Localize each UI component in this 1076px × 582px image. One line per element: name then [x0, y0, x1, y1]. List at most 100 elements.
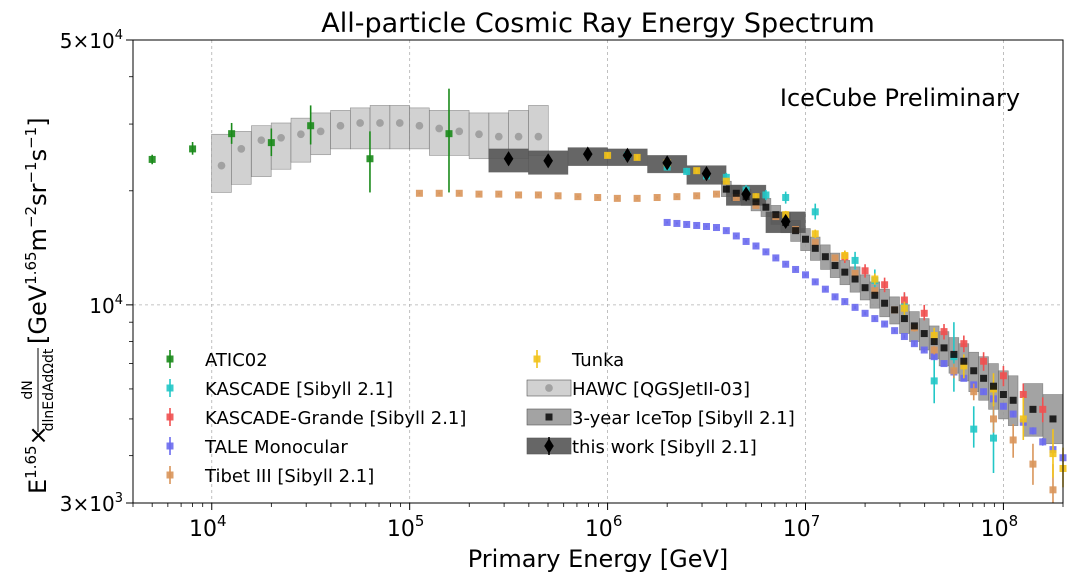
- hawc-qgsjetii-03-point: [455, 127, 464, 136]
- tibet-iii-sibyll-2-1-point: [1049, 486, 1057, 494]
- y-axis-label: E1.65× dN dlnEdAdΩdt [GeV1.65m−2sr−1s−1]: [20, 117, 57, 494]
- y-label-unit-open: [GeV: [24, 284, 52, 344]
- tunka-point: [1019, 415, 1027, 423]
- legend-swatch-marker: [166, 413, 174, 421]
- this-work-sibyll-2-1-point: [503, 151, 514, 167]
- y-label-times: ×: [24, 425, 52, 445]
- x-tick-label-exp: 8: [1009, 512, 1019, 530]
- kascade-sibyll-2-1-point: [722, 173, 730, 181]
- legend-swatch-marker: [533, 355, 541, 363]
- tale-monocular-point: [831, 293, 839, 301]
- 3-year-icetop-sibyll-2-1-point: [881, 299, 889, 307]
- x-tick-label-exp: 5: [415, 512, 425, 530]
- legend-entry-kascade-sibyll-2-1: KASCADE [Sibyll 2.1]: [166, 379, 393, 400]
- tale-monocular-point: [663, 218, 671, 226]
- tale-monocular-point: [871, 315, 879, 323]
- tunka-point: [722, 177, 730, 185]
- hawc-qgsjetii-03-point: [217, 161, 226, 170]
- hawc-qgsjetii-03-sys-box: [369, 105, 391, 150]
- this-work-sibyll-2-1-point: [662, 155, 672, 171]
- tibet-iii-sibyll-2-1-point: [455, 189, 463, 197]
- atic02-point: [366, 155, 374, 163]
- kascade-sibyll-2-1-point: [851, 256, 859, 264]
- 3-year-icetop-sibyll-2-1-point: [841, 268, 849, 276]
- 3-year-icetop-sibyll-2-1-point: [891, 306, 899, 314]
- x-tick-label: 106: [585, 512, 623, 542]
- legend-swatch-marker: [545, 384, 553, 392]
- tale-monocular-point: [772, 254, 780, 262]
- x-axis-label: Primary Energy [GeV]: [468, 545, 729, 573]
- tale-monocular-point: [1009, 410, 1017, 418]
- tibet-iii-sibyll-2-1-point: [851, 269, 859, 277]
- tunka-point: [693, 167, 701, 175]
- x-tick-label-base: 10: [981, 517, 1009, 542]
- x-tick-label-base: 10: [783, 517, 811, 542]
- hawc-qgsjetii-03-point: [435, 124, 444, 133]
- tibet-iii-sibyll-2-1-point: [574, 193, 582, 201]
- x-tick-label: 105: [387, 512, 425, 542]
- hawc-qgsjetii-03-sys-box: [330, 110, 351, 150]
- y-tick-label: 5×104: [60, 28, 123, 53]
- 3-year-icetop-sibyll-2-1-point: [831, 262, 839, 270]
- plot-frame: [132, 39, 1064, 504]
- tibet-iii-sibyll-2-1-point: [673, 193, 681, 201]
- tibet-iii-sibyll-2-1-point: [712, 190, 720, 198]
- this-work-sibyll-2-1-point: [582, 146, 593, 162]
- y-label-unit-sr: sr: [24, 183, 52, 206]
- kascade-grande-sibyll-2-1-point: [920, 309, 928, 317]
- tibet-iii-sibyll-2-1-point: [811, 239, 819, 247]
- legend-entry-tibet-iii-sibyll-2-1: Tibet III [Sibyll 2.1]: [166, 466, 374, 487]
- tibet-iii-sibyll-2-1-point: [495, 190, 503, 198]
- 3-year-icetop-sibyll-2-1-point: [722, 185, 730, 193]
- kascade-grande-sibyll-2-1-point: [900, 296, 908, 304]
- tibet-iii-sibyll-2-1-point: [613, 194, 621, 202]
- tibet-iii-sibyll-2-1-point: [970, 388, 978, 396]
- 3-year-icetop-sibyll-2-1-point: [802, 235, 810, 243]
- y-label-e-text: E: [24, 479, 52, 494]
- tunka-point: [604, 151, 612, 159]
- y-tick-label: 104: [89, 293, 123, 318]
- kascade-sibyll-2-1-point: [683, 167, 691, 175]
- tibet-iii-sibyll-2-1-point: [732, 194, 740, 202]
- tale-monocular-point: [752, 242, 760, 250]
- legend-swatch-marker: [166, 355, 174, 363]
- y-label-unit-m: m: [24, 228, 52, 251]
- kascade-sibyll-2-1-point: [811, 208, 819, 216]
- hawc-qgsjetii-03-point: [237, 145, 246, 153]
- 3-year-icetop-sibyll-2-1-point: [999, 391, 1007, 399]
- this-work-sibyll-2-1-point: [780, 213, 791, 230]
- legend-label: Tibet III [Sibyll 2.1]: [204, 466, 374, 487]
- tibet-iii-sibyll-2-1-point: [633, 194, 641, 202]
- tale-monocular-point: [762, 248, 770, 256]
- tale-monocular-point: [851, 303, 859, 311]
- tibet-iii-sibyll-2-1-point: [475, 190, 483, 198]
- kascade-grande-sibyll-2-1-point: [1019, 391, 1027, 399]
- tibet-iii-sibyll-2-1-point: [752, 201, 760, 209]
- 3-year-icetop-sibyll-2-1-point: [732, 189, 740, 197]
- atic02-point: [189, 145, 197, 153]
- 3-year-icetop-sibyll-2-1-point: [772, 211, 780, 219]
- y-label-unit-exp3: −1: [22, 161, 40, 183]
- tunka-point: [633, 153, 641, 161]
- legend-label: KASCADE [Sibyll 2.1]: [205, 379, 393, 400]
- atic02-point: [307, 122, 315, 130]
- legend-label: TALE Monocular: [204, 437, 348, 458]
- y-tick-label-exp: 4: [115, 28, 123, 43]
- tale-monocular-point: [980, 388, 988, 396]
- 3-year-icetop-sibyll-2-1-point: [811, 244, 819, 252]
- tale-monocular-point: [1029, 427, 1037, 435]
- kascade-grande-sibyll-2-1-point: [940, 328, 948, 336]
- tibet-iii-sibyll-2-1-point: [594, 194, 602, 202]
- atic02-point: [228, 130, 236, 138]
- 3-year-icetop-sibyll-2-1-point: [990, 382, 998, 390]
- y-tick-label: 3×103: [60, 491, 123, 516]
- legend-label: HAWC [QGSJetII-03]: [572, 379, 750, 400]
- y-label-e: E1.65×: [22, 425, 52, 494]
- tunka-point: [960, 362, 968, 370]
- legend-label: 3-year IceTop [Sibyll 2.1]: [572, 408, 795, 429]
- tunka-point: [811, 230, 819, 238]
- tale-monocular-point: [673, 219, 681, 227]
- hawc-qgsjetii-03-point: [514, 132, 523, 141]
- this-work-sibyll-2-1-point: [622, 147, 633, 163]
